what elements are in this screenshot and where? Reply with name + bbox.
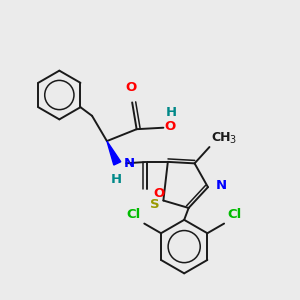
Text: O: O bbox=[164, 120, 175, 133]
Text: N: N bbox=[215, 179, 226, 192]
Text: O: O bbox=[153, 187, 164, 200]
Text: H: H bbox=[166, 106, 177, 119]
Text: N: N bbox=[124, 157, 135, 170]
Text: Cl: Cl bbox=[127, 208, 141, 221]
Text: O: O bbox=[125, 80, 136, 94]
Text: Cl: Cl bbox=[228, 208, 242, 221]
Text: CH: CH bbox=[211, 131, 230, 144]
Polygon shape bbox=[107, 141, 121, 165]
Text: H: H bbox=[110, 173, 122, 186]
Text: S: S bbox=[150, 198, 160, 211]
Text: 3: 3 bbox=[230, 135, 236, 145]
